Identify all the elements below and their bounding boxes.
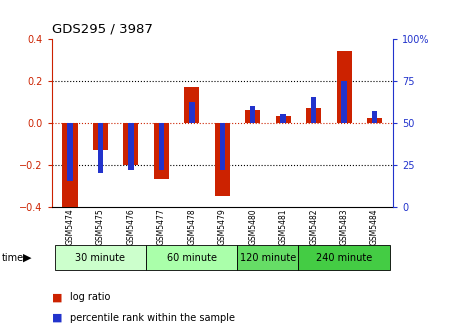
Text: 240 minute: 240 minute [316,253,372,263]
Bar [154,123,169,179]
Bar [372,111,377,123]
Bar [123,123,138,165]
Bar [220,123,225,170]
Bar [311,97,317,123]
Text: 30 minute: 30 minute [75,253,125,263]
Text: GDS295 / 3987: GDS295 / 3987 [52,22,153,35]
Bar [276,116,291,123]
Bar [281,114,286,123]
Bar [250,106,255,123]
Text: ■: ■ [52,312,62,323]
Bar [158,123,164,170]
Text: log ratio: log ratio [70,292,110,302]
Bar [128,123,134,170]
Text: 120 minute: 120 minute [240,253,296,263]
Bar [93,123,108,150]
Bar [341,81,347,123]
Bar [245,110,260,123]
Bar [67,123,73,181]
Bar [367,119,382,123]
Text: percentile rank within the sample: percentile rank within the sample [70,312,234,323]
Text: 60 minute: 60 minute [167,253,217,263]
Text: ■: ■ [52,292,62,302]
Bar [62,123,78,207]
Bar [306,108,321,123]
Text: time: time [2,253,24,263]
Bar [97,123,103,173]
Bar [336,51,352,123]
Bar [189,102,194,123]
Text: ▶: ▶ [23,253,32,263]
Bar [184,87,199,123]
Bar [215,123,230,196]
